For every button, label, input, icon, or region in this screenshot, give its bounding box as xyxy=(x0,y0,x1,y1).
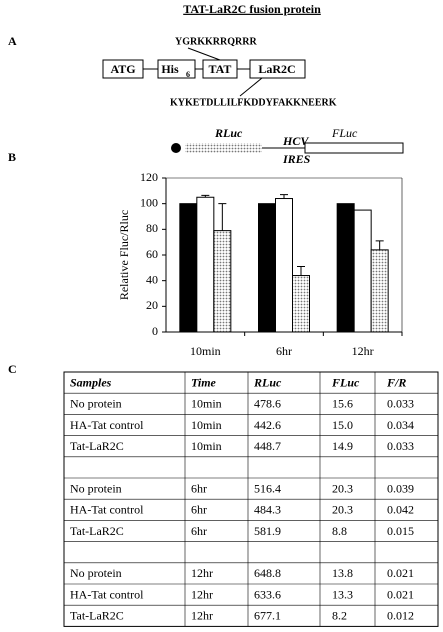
table-cell: No protein xyxy=(70,397,122,411)
table-header: Time xyxy=(191,375,217,389)
bar xyxy=(213,230,232,333)
diagram-lines xyxy=(143,47,263,97)
table-cell: 6hr xyxy=(191,524,207,538)
error-bar xyxy=(201,194,210,198)
x-tick-label: 6hr xyxy=(276,344,292,358)
table-cell: 13.8 xyxy=(332,566,353,580)
x-tick-label: 10min xyxy=(190,344,221,358)
table-cell: 20.3 xyxy=(332,503,353,517)
y-tick-label: 40 xyxy=(146,272,158,286)
table-header: FLuc xyxy=(331,375,360,389)
table-cell: 478.6 xyxy=(254,397,281,411)
table-cell: HA-Tat control xyxy=(70,503,144,517)
bar xyxy=(336,203,355,333)
table-cell: 648.8 xyxy=(254,566,281,580)
panel-label: B xyxy=(8,150,16,164)
construct-label: IRES xyxy=(282,152,311,166)
x-tick-label: 12hr xyxy=(352,344,374,358)
diagram-boxes xyxy=(102,59,306,79)
table-header: F/R xyxy=(386,375,406,389)
chart: 0 20 40 60 80 100 120 Relative Fluc/Rluc 10min 6h… xyxy=(117,170,403,358)
box-label: ATG xyxy=(110,62,135,76)
bar xyxy=(353,209,372,333)
table-cell: 20.3 xyxy=(332,481,353,495)
construct-label: RLuc xyxy=(214,126,243,140)
bar xyxy=(292,275,310,333)
table-cell: HA-Tat control xyxy=(70,587,144,601)
table-cell: 0.015 xyxy=(387,524,414,538)
table-cell: 14.9 xyxy=(332,439,353,453)
table-cell: Tat-LaR2C xyxy=(70,439,124,453)
table-cell: Tat-LaR2C xyxy=(70,524,124,538)
table-cell: 0.034 xyxy=(387,418,414,432)
sequence: YGRKKRRQRRR xyxy=(175,36,257,47)
sequence: KYKETDLLILFKDDYFAKKNEERK xyxy=(170,97,337,108)
table-cell: 484.3 xyxy=(254,503,281,517)
table-cell: 0.033 xyxy=(387,439,414,453)
table-cell: 581.9 xyxy=(254,524,281,538)
table-cell: 8.8 xyxy=(332,524,347,538)
error-bar xyxy=(280,194,288,199)
table-cell: 0.012 xyxy=(387,609,414,623)
table-cell: HA-Tat control xyxy=(70,418,144,432)
construct xyxy=(171,142,404,154)
table-cell: 448.7 xyxy=(254,439,281,453)
bar xyxy=(275,198,293,333)
table: Samples Time RLuc FLuc F/R No protein 10min 478… xyxy=(63,371,439,627)
y-tick-label: 120 xyxy=(140,170,158,184)
table-cell: 10min xyxy=(191,397,222,411)
table-cell: No protein xyxy=(70,566,122,580)
table-cell: 15.0 xyxy=(332,418,353,432)
table-cell: 677.1 xyxy=(254,609,281,623)
error-bar xyxy=(297,266,305,276)
table-cell: 0.039 xyxy=(387,481,414,495)
table-cell: Tat-LaR2C xyxy=(70,609,124,623)
bar xyxy=(370,249,389,333)
panel-label: C xyxy=(8,362,17,376)
y-axis-label: Relative Fluc/Rluc xyxy=(117,210,131,300)
table-cell: 12hr xyxy=(191,609,213,623)
table-header: Samples xyxy=(70,375,112,389)
table-cell: 10min xyxy=(191,418,222,432)
y-tick-label: 100 xyxy=(140,195,158,209)
table-cell: 8.2 xyxy=(332,609,347,623)
table-cell: 0.042 xyxy=(387,503,414,517)
y-tick-label: 60 xyxy=(146,247,158,261)
table-cell: 442.6 xyxy=(254,418,281,432)
diagram-title: TAT-LaR2C fusion protein xyxy=(183,2,321,16)
table-cell: 0.021 xyxy=(387,566,414,580)
table-cell: 633.6 xyxy=(254,587,281,601)
y-tick-label: 80 xyxy=(146,221,158,235)
bar xyxy=(196,196,215,333)
construct-label: HCV xyxy=(282,134,309,148)
box-label: LaR2C xyxy=(258,62,295,76)
table-cell: 6hr xyxy=(191,481,207,495)
box-subscript: 6 xyxy=(186,70,190,79)
box-label: TAT xyxy=(209,62,232,76)
table-cell: 6hr xyxy=(191,503,207,517)
table-cell: No protein xyxy=(70,481,122,495)
table-cell: 0.033 xyxy=(387,397,414,411)
table-cell: 10min xyxy=(191,439,222,453)
construct-label: FLuc xyxy=(331,126,358,140)
table-cell: 516.4 xyxy=(254,481,281,495)
panel-label: A xyxy=(8,34,17,48)
table-cell: 15.6 xyxy=(332,397,353,411)
y-tick-label: 0 xyxy=(152,324,158,338)
table-cell: 13.3 xyxy=(332,587,353,601)
error-bar xyxy=(218,203,227,231)
table-header: RLuc xyxy=(253,375,282,389)
bar xyxy=(179,203,198,333)
box-label: His xyxy=(161,62,179,76)
table-cell: 12hr xyxy=(191,587,213,601)
error-bar xyxy=(375,240,384,250)
table-cell: 12hr xyxy=(191,566,213,580)
y-tick-label: 20 xyxy=(146,298,158,312)
bar xyxy=(258,203,276,333)
table-cell: 0.021 xyxy=(387,587,414,601)
